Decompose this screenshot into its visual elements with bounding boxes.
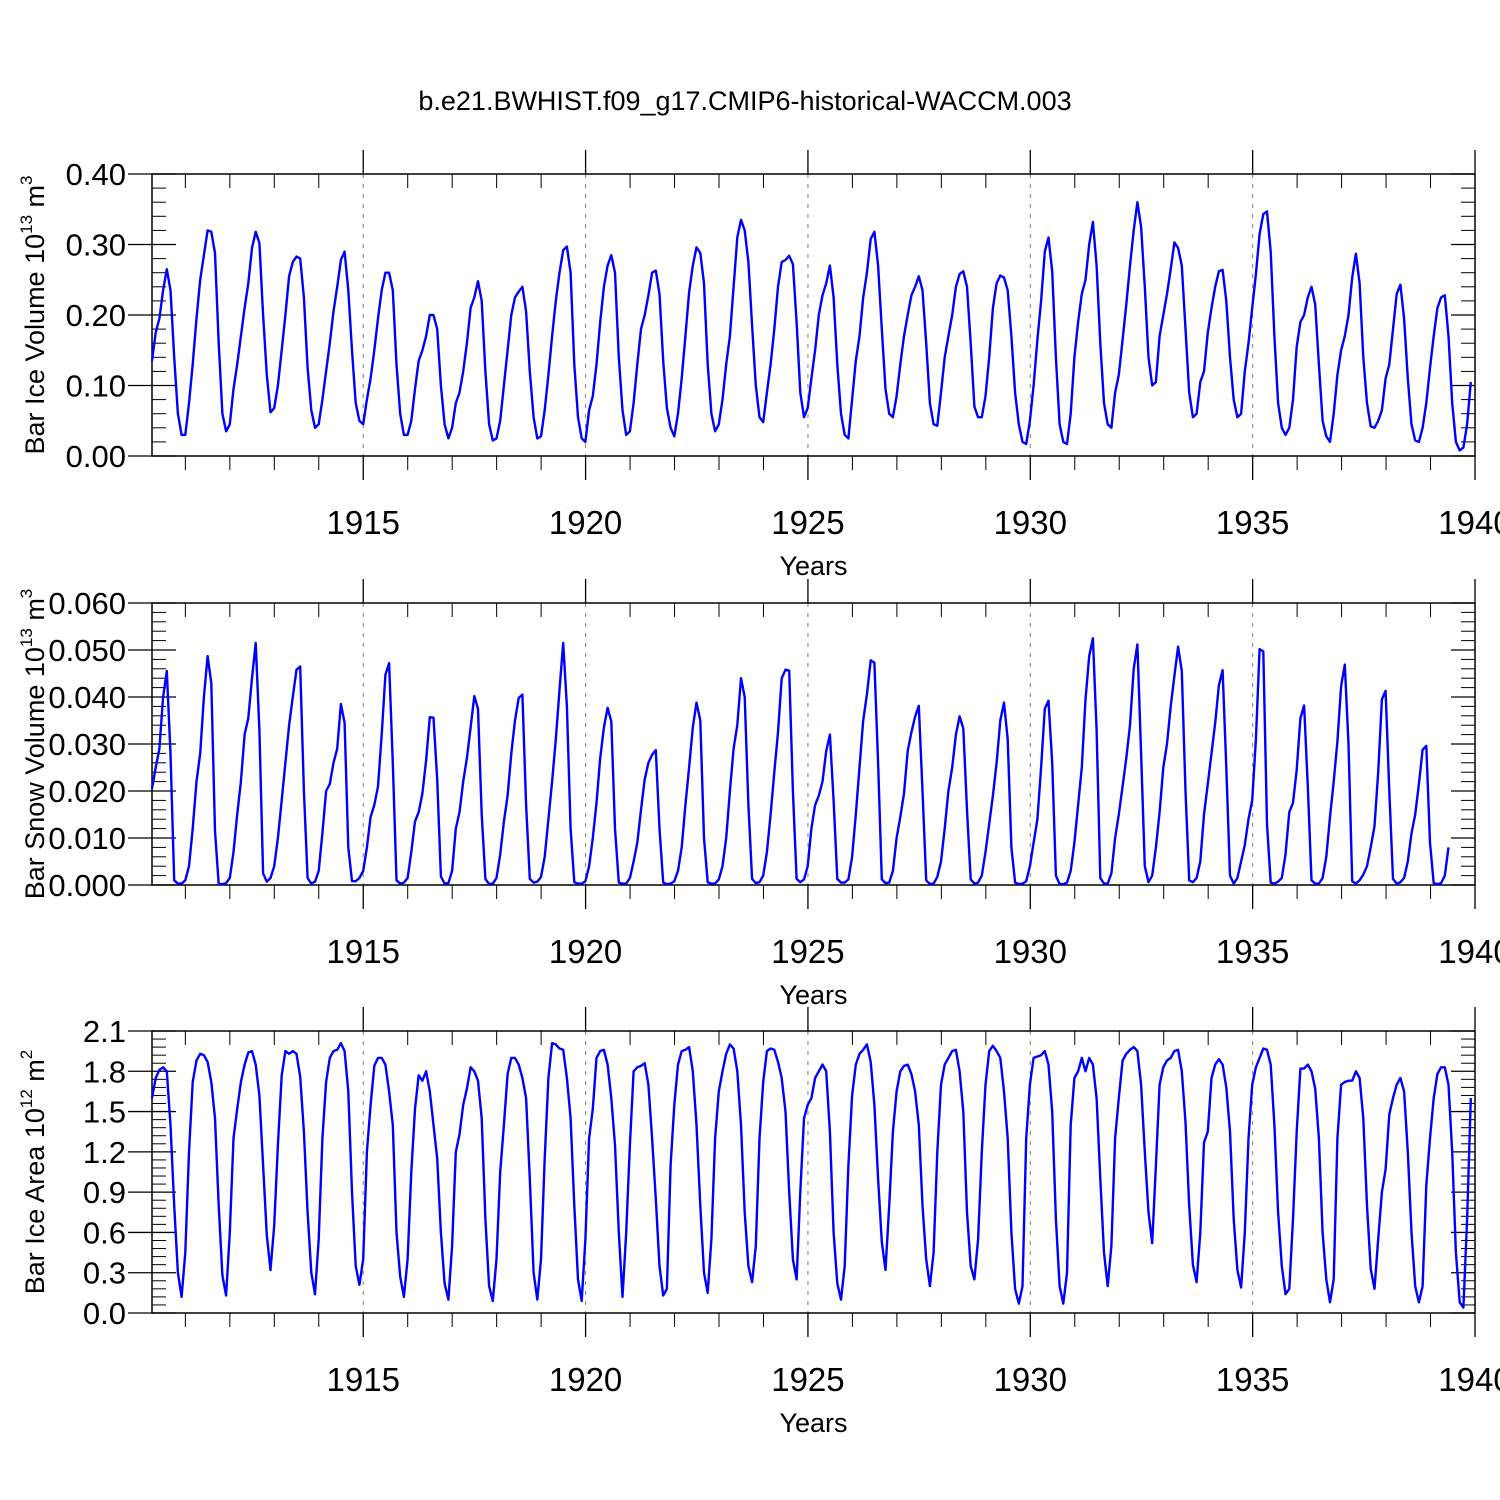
y-tick-label: 0.6	[83, 1215, 126, 1250]
x-tick-label: 1915	[327, 933, 400, 970]
x-tick-label: 1920	[549, 504, 622, 541]
chart-title: b.e21.BWHIST.f09_g17.CMIP6-historical-WA…	[418, 86, 1071, 116]
y-tick-label: 2.1	[83, 1014, 126, 1049]
x-tick-label: 1915	[327, 504, 400, 541]
y-tick-label: 0.20	[66, 298, 126, 333]
y-axis-unit-exponent: 12	[17, 1089, 36, 1108]
y-axis-label: Bar Ice Area 1012 m2	[17, 1050, 50, 1295]
x-tick-label: 1935	[1216, 1361, 1289, 1398]
y-axis-label-part: 10	[20, 647, 50, 677]
y-axis-label-part: m	[20, 185, 50, 215]
y-tick-label: 0.00	[66, 439, 126, 474]
chart-panels: 0.00 0.10 0.20 0.30 0.40 1915 1920 1925 1930 1935…	[17, 150, 1500, 1438]
y-tick-label: 1.5	[83, 1095, 126, 1130]
y-axis-label: Bar Snow Volume 1013 m3	[17, 589, 50, 900]
y-tick-label: 0.10	[66, 369, 126, 404]
data-series-line	[150, 1041, 1472, 1309]
x-tick-label: 1935	[1216, 933, 1289, 970]
y-tick-label: 1.8	[83, 1054, 126, 1089]
x-tick-label: 1920	[549, 933, 622, 970]
plot-frame	[151, 173, 1476, 457]
y-tick-label: 0.040	[48, 680, 126, 715]
y-axis-label-part: Bar Ice Volume	[20, 264, 50, 455]
x-tick-label: 1925	[771, 933, 844, 970]
plot-frame	[151, 1030, 1476, 1314]
y-axis-label-part: 10	[20, 234, 50, 264]
x-tick-label: 1935	[1216, 504, 1289, 541]
y-tick-label: 0.060	[48, 586, 126, 621]
x-tick-label: 1930	[994, 1361, 1067, 1398]
plot-frame	[151, 602, 1476, 886]
x-tick-label: 1920	[549, 1361, 622, 1398]
y-tick-label: 0.020	[48, 774, 126, 809]
x-tick-label: 1940	[1438, 504, 1500, 541]
y-tick-label: 1.2	[83, 1135, 126, 1170]
y-axis-unit-exponent: 3	[17, 175, 36, 184]
y-tick-label: 0.30	[66, 228, 126, 263]
y-tick-label: 0.030	[48, 727, 126, 762]
chart-panel-1: 0.00 0.10 0.20 0.30 0.40 1915 1920 1925 1930 1935…	[17, 150, 1500, 581]
y-tick-label: 0.0	[83, 1296, 126, 1331]
y-tick-label: 0.9	[83, 1175, 126, 1210]
x-axis-label: Years	[779, 551, 847, 581]
x-tick-label: 1930	[994, 933, 1067, 970]
x-tick-label: 1915	[327, 1361, 400, 1398]
x-tick-label: 1930	[994, 504, 1067, 541]
data-series-line	[150, 637, 1450, 886]
y-axis-label-part: Bar Ice Area	[20, 1138, 50, 1294]
y-tick-label: 0.3	[83, 1256, 126, 1291]
x-axis-label: Years	[779, 1408, 847, 1438]
y-tick-label: 0.40	[66, 157, 126, 192]
x-tick-label: 1925	[771, 504, 844, 541]
x-tick-label: 1925	[771, 1361, 844, 1398]
x-axis-label: Years	[779, 980, 847, 1010]
y-axis-label-part: 10	[20, 1108, 50, 1138]
y-axis-label-part: m	[20, 1059, 50, 1089]
x-tick-label: 1940	[1438, 1361, 1500, 1398]
y-tick-label: 0.000	[48, 868, 126, 903]
chart-panel-3: 0.0 0.3 0.6 0.9 1.2 1.5 1.8 2.1 1915 1920 1925 1930…	[17, 1007, 1500, 1438]
y-axis-unit-exponent: 3	[17, 589, 36, 598]
y-axis-unit-exponent: 13	[17, 215, 36, 234]
y-tick-label: 0.010	[48, 821, 126, 856]
y-axis-label: Bar Ice Volume 1013 m3	[17, 175, 50, 454]
y-axis-label-part: Bar Snow Volume	[20, 677, 50, 899]
data-series-line	[150, 200, 1472, 452]
x-tick-label: 1940	[1438, 933, 1500, 970]
chart-panel-2: 0.000 0.010 0.020 0.030 0.040 0.050 0.060 1915 1…	[17, 579, 1500, 1010]
y-axis-unit-exponent: 13	[17, 628, 36, 647]
y-tick-label: 0.050	[48, 633, 126, 668]
y-axis-label-part: m	[20, 598, 50, 628]
y-axis-unit-exponent: 2	[17, 1050, 36, 1059]
